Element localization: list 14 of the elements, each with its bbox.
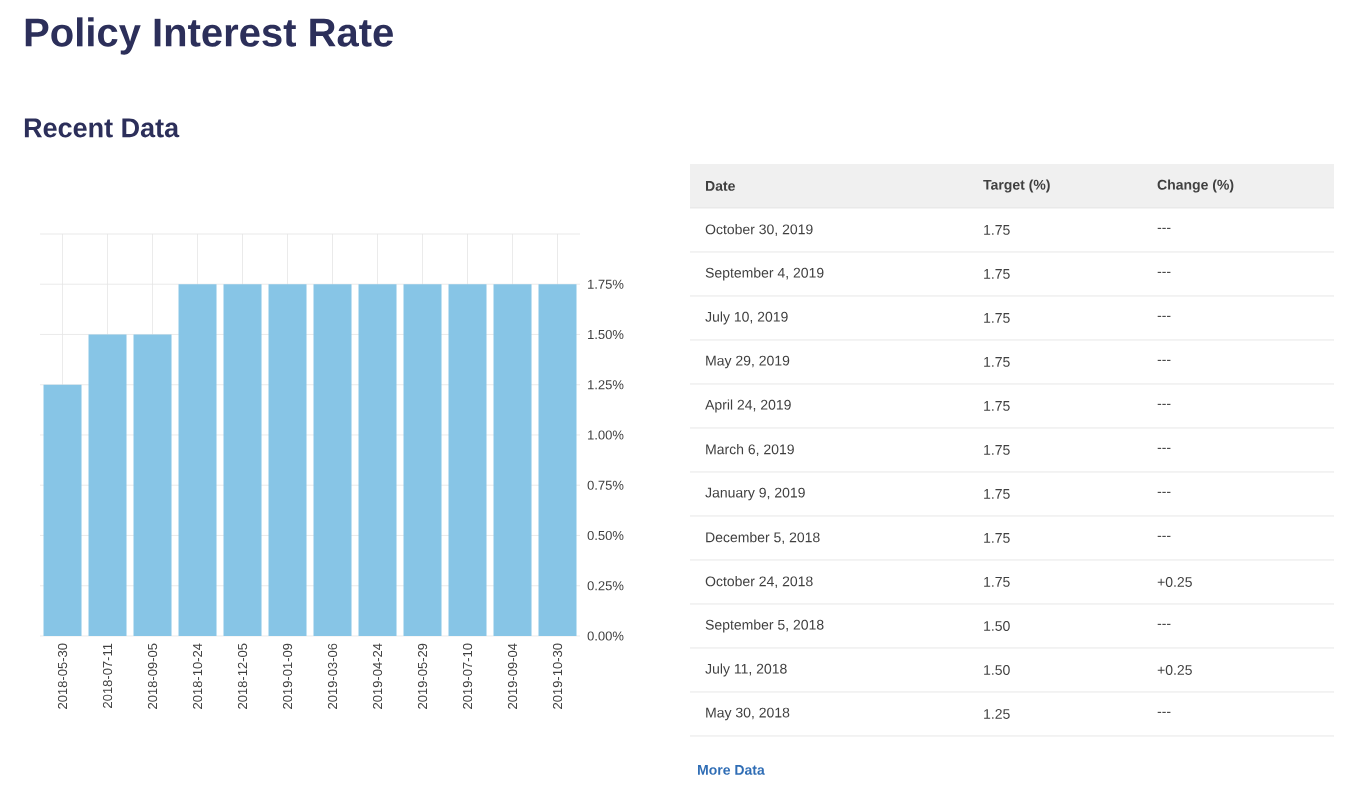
bar — [88, 334, 127, 636]
bar — [178, 284, 217, 636]
bar — [538, 284, 577, 636]
bar — [133, 334, 172, 636]
bar — [403, 284, 442, 636]
bar — [268, 284, 307, 636]
chart-title: Policy Interest Rate — [25, 17, 393, 55]
bar — [493, 284, 532, 636]
bar — [43, 384, 82, 636]
bar — [358, 284, 397, 636]
bar — [448, 284, 487, 636]
chart-subtitle: Recent Data — [24, 118, 180, 138]
bar — [223, 284, 262, 636]
bar — [313, 284, 352, 636]
